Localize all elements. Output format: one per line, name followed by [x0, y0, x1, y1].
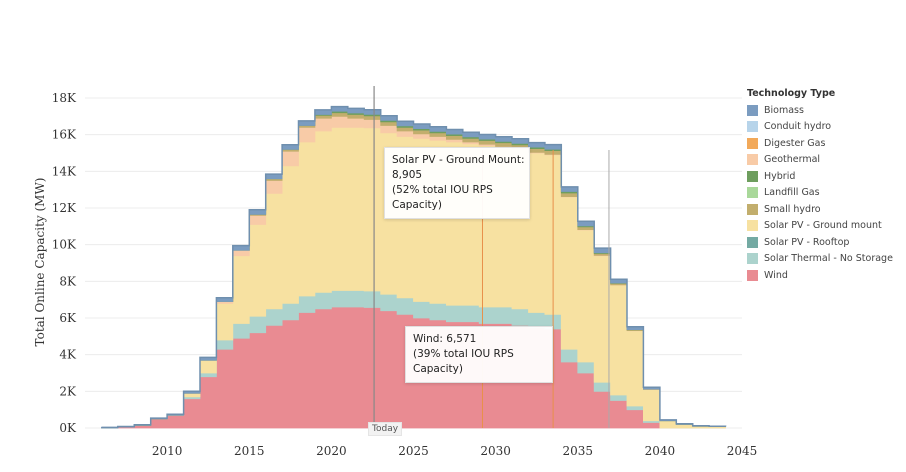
total-outline — [101, 105, 727, 429]
legend-item-solar-thermal-no-storage[interactable]: Solar Thermal - No Storage — [747, 251, 902, 268]
legend-swatch — [747, 220, 758, 232]
legend-swatch — [747, 236, 758, 248]
legend-item-wind[interactable]: Wind — [747, 267, 902, 284]
x-tick-label: 2025 — [398, 444, 429, 458]
tooltip-line: Wind: 6,571 — [413, 333, 477, 345]
y-tick-label: 4K — [59, 348, 77, 362]
legend-label: Conduit hydro — [764, 121, 832, 133]
legend-label: Solar Thermal - No Storage — [764, 253, 893, 265]
legend-label: Wind — [764, 269, 788, 281]
x-tick-label: 2035 — [562, 444, 593, 458]
y-tick-label: 0K — [59, 421, 77, 435]
x-tick-label: 2010 — [152, 444, 183, 458]
legend-item-small-hydro[interactable]: Small hydro — [747, 201, 902, 218]
y-axis-ticks: 0K 2K 4K 6K 8K 10K 12K 14K 16K 18K — [52, 91, 77, 435]
y-tick-label: 8K — [59, 274, 77, 288]
wind-tooltip: Wind: 6,571 (39% total IOU RPS Capacity) — [405, 326, 553, 383]
legend-items: Biomass Conduit hydro Digester Gas Geotherm… — [747, 102, 902, 284]
y-tick-label: 16K — [52, 128, 77, 142]
x-axis-ticks: 2010 2015 2020 2025 2030 2035 2040 2045 — [152, 444, 757, 458]
solar-tooltip: Solar PV - Ground Mount: 8,905 (52% total … — [384, 147, 530, 219]
legend-label: Small hydro — [764, 203, 821, 215]
legend: Technology Type Biomass Conduit hydro Dige… — [747, 88, 902, 284]
legend-item-biomass[interactable]: Biomass — [747, 102, 902, 119]
y-tick-label: 6K — [59, 311, 77, 325]
tooltip-line: (39% total IOU RPS — [413, 348, 514, 360]
today-marker-label: Today — [368, 422, 403, 436]
x-tick-label: 2040 — [645, 444, 676, 458]
legend-item-geothermal[interactable]: Geothermal — [747, 152, 902, 169]
legend-swatch — [747, 203, 758, 215]
y-tick-label: 12K — [52, 201, 77, 215]
legend-swatch — [747, 137, 758, 149]
y-tick-label: 2K — [59, 384, 77, 398]
legend-swatch — [747, 253, 758, 265]
legend-label: Solar PV - Rooftop — [764, 236, 850, 248]
legend-label: Geothermal — [764, 154, 821, 166]
legend-item-landfill-gas[interactable]: Landfill Gas — [747, 185, 902, 202]
x-tick-label: 2020 — [316, 444, 347, 458]
legend-item-solar-pv-rooftop[interactable]: Solar PV - Rooftop — [747, 234, 902, 251]
legend-label: Landfill Gas — [764, 187, 820, 199]
x-tick-label: 2015 — [234, 444, 265, 458]
legend-item-solar-pv-ground-mount[interactable]: Solar PV - Ground mount — [747, 218, 902, 235]
y-tick-label: 18K — [52, 91, 77, 105]
legend-title: Technology Type — [747, 88, 836, 99]
legend-item-conduit-hydro[interactable]: Conduit hydro — [747, 119, 902, 136]
y-tick-label: 14K — [52, 164, 77, 178]
legend-swatch — [747, 154, 758, 166]
legend-swatch — [747, 170, 758, 182]
legend-swatch — [747, 269, 758, 281]
legend-swatch — [747, 187, 758, 199]
legend-label: Digester Gas — [764, 137, 826, 149]
legend-label: Hybrid — [764, 170, 796, 182]
tooltip-line: Solar PV - Ground Mount: — [392, 154, 525, 166]
legend-label: Solar PV - Ground mount — [764, 220, 882, 232]
tooltip-line: Capacity) — [413, 363, 463, 375]
legend-label: Biomass — [764, 104, 804, 116]
y-tick-label: 10K — [52, 238, 77, 252]
x-tick-label: 2045 — [727, 444, 758, 458]
tooltip-line: 8,905 — [392, 169, 423, 181]
tooltip-line: (52% total IOU RPS — [392, 184, 493, 196]
legend-swatch — [747, 121, 758, 133]
legend-swatch — [747, 104, 758, 116]
y-axis-label: Total Online Capacity (MW) — [33, 178, 47, 347]
legend-item-hybrid[interactable]: Hybrid — [747, 168, 902, 185]
legend-item-digester-gas[interactable]: Digester Gas — [747, 135, 902, 152]
tooltip-line: Capacity) — [392, 199, 442, 211]
x-tick-label: 2030 — [480, 444, 511, 458]
